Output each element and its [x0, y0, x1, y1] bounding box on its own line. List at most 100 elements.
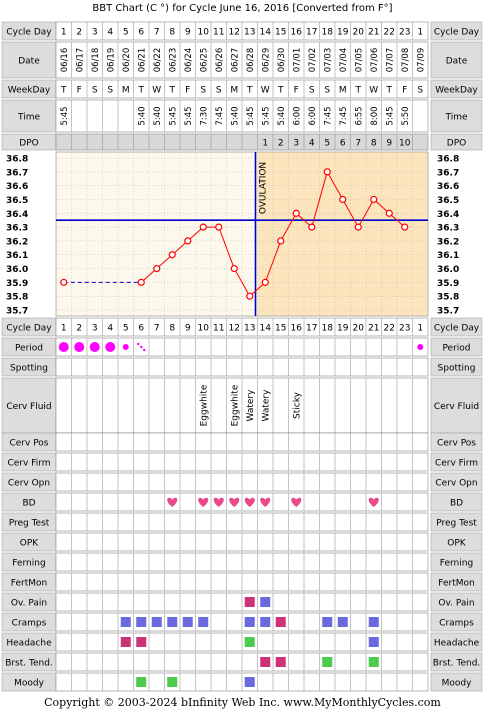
time-cell: 5:45: [60, 106, 70, 125]
time-cell: 5:45: [385, 106, 395, 125]
cycle-day-cell: 20: [353, 28, 365, 38]
y-tick-label-right: 36.4: [437, 210, 459, 220]
temp-point: [137, 278, 145, 286]
cycle-day-cell: 9: [185, 28, 191, 38]
y-tick-label: 36.7: [6, 168, 28, 178]
spotting-row-label-box-right: [430, 357, 483, 377]
temp-point: [153, 264, 161, 273]
cycle-day-cell: 15: [275, 28, 286, 38]
cerv-pos-row-label: Cerv Pos: [9, 439, 48, 449]
temp-point: [184, 237, 192, 245]
cycle-day-cell: 8: [169, 28, 175, 38]
fertmon-row-label: FertMon: [11, 579, 47, 589]
ferning-row-label-right: Ferning: [440, 559, 473, 569]
time-cell: 8:00: [370, 106, 380, 125]
cramps-marker: [368, 617, 379, 627]
date-cell: 07/09: [416, 48, 426, 73]
weekday-cell: F: [77, 86, 82, 96]
cerv-pos-row-label-right: Cerv Pos: [437, 439, 476, 449]
temp-point: [60, 278, 68, 286]
y-tick-label-right: 36.8: [437, 155, 459, 165]
weekday-cell: M: [339, 86, 347, 96]
y-tick-label-right: 35.9: [437, 279, 459, 289]
copyright-footer: Copyright © 2003-2024 bInfinity Web Inc.…: [44, 696, 441, 709]
cycle-day-bottom-cell: 22: [384, 324, 395, 334]
period-dot-large: [58, 342, 69, 352]
weekday-cell: T: [138, 86, 145, 96]
dpo-cell: 1: [262, 139, 268, 149]
temp-point: [292, 209, 300, 217]
weekday-cell: T: [169, 86, 176, 96]
cycle-day-cell: 19: [337, 28, 349, 38]
preg-test-row-label-right: Preg Test: [436, 519, 477, 529]
spotting-dot: [137, 342, 140, 346]
weekday-cell: T: [277, 86, 284, 96]
period-row-label-box-right: [430, 337, 483, 357]
time-cell: 5:45: [184, 106, 194, 125]
weekday-cell: F: [294, 86, 299, 96]
cycle-day-bottom-cell: 3: [92, 324, 98, 334]
date-row-label: Date: [18, 57, 40, 67]
spotting-dot: [140, 345, 143, 349]
cerv-fluid-row-label-box-right: [430, 377, 483, 434]
cycle-day-bottom-cell: 21: [368, 324, 379, 334]
cycle-day-bottom-cell: 23: [399, 324, 410, 334]
dpo-cell: 7: [355, 139, 361, 149]
cycle-day-cell: 23: [399, 28, 410, 38]
weekday-cell: W: [261, 86, 270, 96]
period-dot-large: [105, 342, 116, 352]
date-cell: 06/22: [153, 48, 163, 73]
cycle-day-cell: 1: [61, 28, 67, 38]
cycle-day-cell: 3: [92, 28, 98, 38]
ferning-row-label: Ferning: [12, 559, 45, 569]
cycle-day-bottom-cell: 6: [138, 324, 144, 334]
cycle-day-bottom-cell: 5: [123, 324, 129, 334]
preg-test-row-label-box-right: [430, 512, 483, 532]
opk-row-label: OPK: [20, 539, 40, 549]
weekday-cell: M: [230, 86, 238, 96]
y-tick-label: 36.6: [6, 182, 28, 192]
cerv-firm-row-label-box-right: [430, 452, 483, 472]
cycle-day-cell: 17: [306, 28, 317, 38]
weekday-cell: T: [246, 86, 253, 96]
cycle-day-cell: 6: [138, 28, 144, 38]
dpo-cell: 3: [293, 139, 299, 149]
y-tick-label: 36.0: [6, 265, 28, 275]
cycle-day-bottom-cell: 1: [61, 324, 67, 334]
dpo-row-label-box-right: [430, 133, 483, 151]
dpo-row-label: DPO: [19, 139, 38, 149]
cycle-day-row-label: Cycle Day: [6, 28, 52, 38]
bd-row-label-box-right: [430, 492, 483, 512]
ov-pain-marker: [244, 597, 255, 607]
time-cell: 5:50: [401, 106, 411, 125]
ov-pain-row-label-right: Ov. Pain: [438, 599, 474, 609]
cramps-marker: [244, 617, 255, 627]
date-row-label-right: Date: [446, 57, 468, 67]
brst-tend-marker: [322, 657, 333, 667]
cycle-day-cell: 4: [107, 28, 113, 38]
bd-heart-icon: [213, 497, 224, 507]
cycle-day-bottom-cell: 10: [198, 324, 210, 334]
y-tick-label-right: 36.2: [437, 237, 459, 247]
ov-pain-marker: [260, 597, 271, 607]
temp-line-segment: [280, 213, 297, 242]
y-tick-label: 36.4: [6, 210, 28, 220]
temp-line-segment: [311, 171, 328, 228]
bd-row-label: BD: [22, 499, 35, 509]
weekday-cell: S: [200, 86, 206, 96]
cramps-marker: [275, 617, 286, 627]
cramps-row-label-right: Cramps: [439, 619, 474, 629]
preg-test-row-label: Preg Test: [9, 519, 50, 529]
dpo-cell: 10: [399, 139, 411, 149]
dpo-cell: 9: [386, 139, 392, 149]
date-row-label-box-right: [430, 41, 483, 79]
date-cell: 07/07: [385, 48, 395, 73]
period-dot-small: [122, 344, 129, 350]
cycle-day-bottom-cell: 16: [291, 324, 303, 334]
moody-marker: [167, 677, 178, 687]
date-cell: 06/20: [122, 48, 132, 73]
opk-row-label-right: OPK: [447, 539, 467, 549]
temp-point: [308, 223, 316, 231]
weekday-cell: S: [107, 86, 113, 96]
moody-row-label: Moody: [14, 679, 44, 689]
